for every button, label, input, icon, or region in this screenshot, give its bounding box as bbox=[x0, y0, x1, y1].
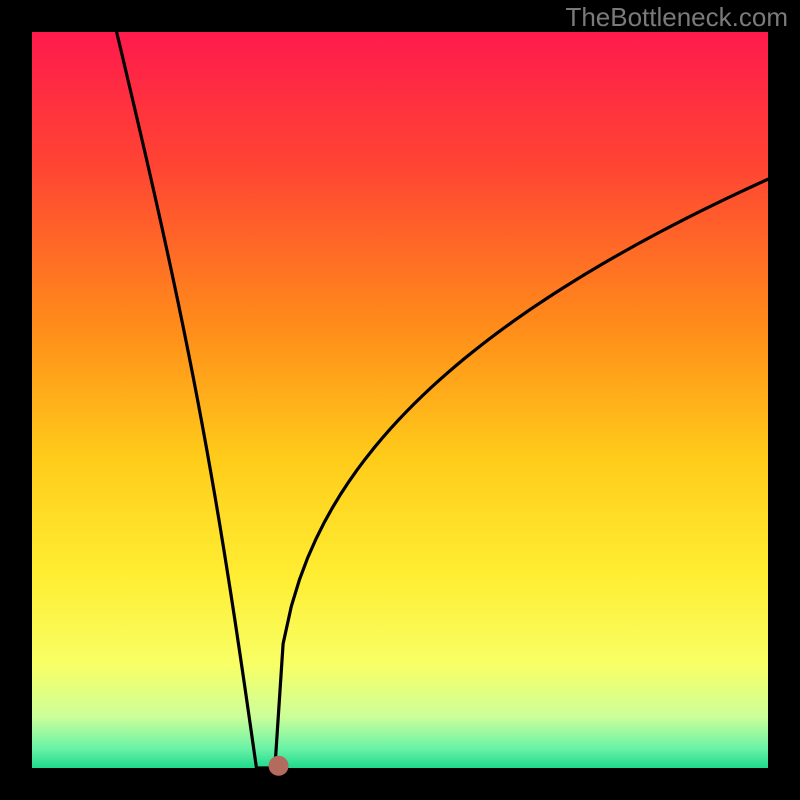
bottleneck-chart bbox=[0, 0, 800, 800]
watermark-text: TheBottleneck.com bbox=[565, 2, 788, 33]
optimum-marker bbox=[269, 756, 289, 776]
